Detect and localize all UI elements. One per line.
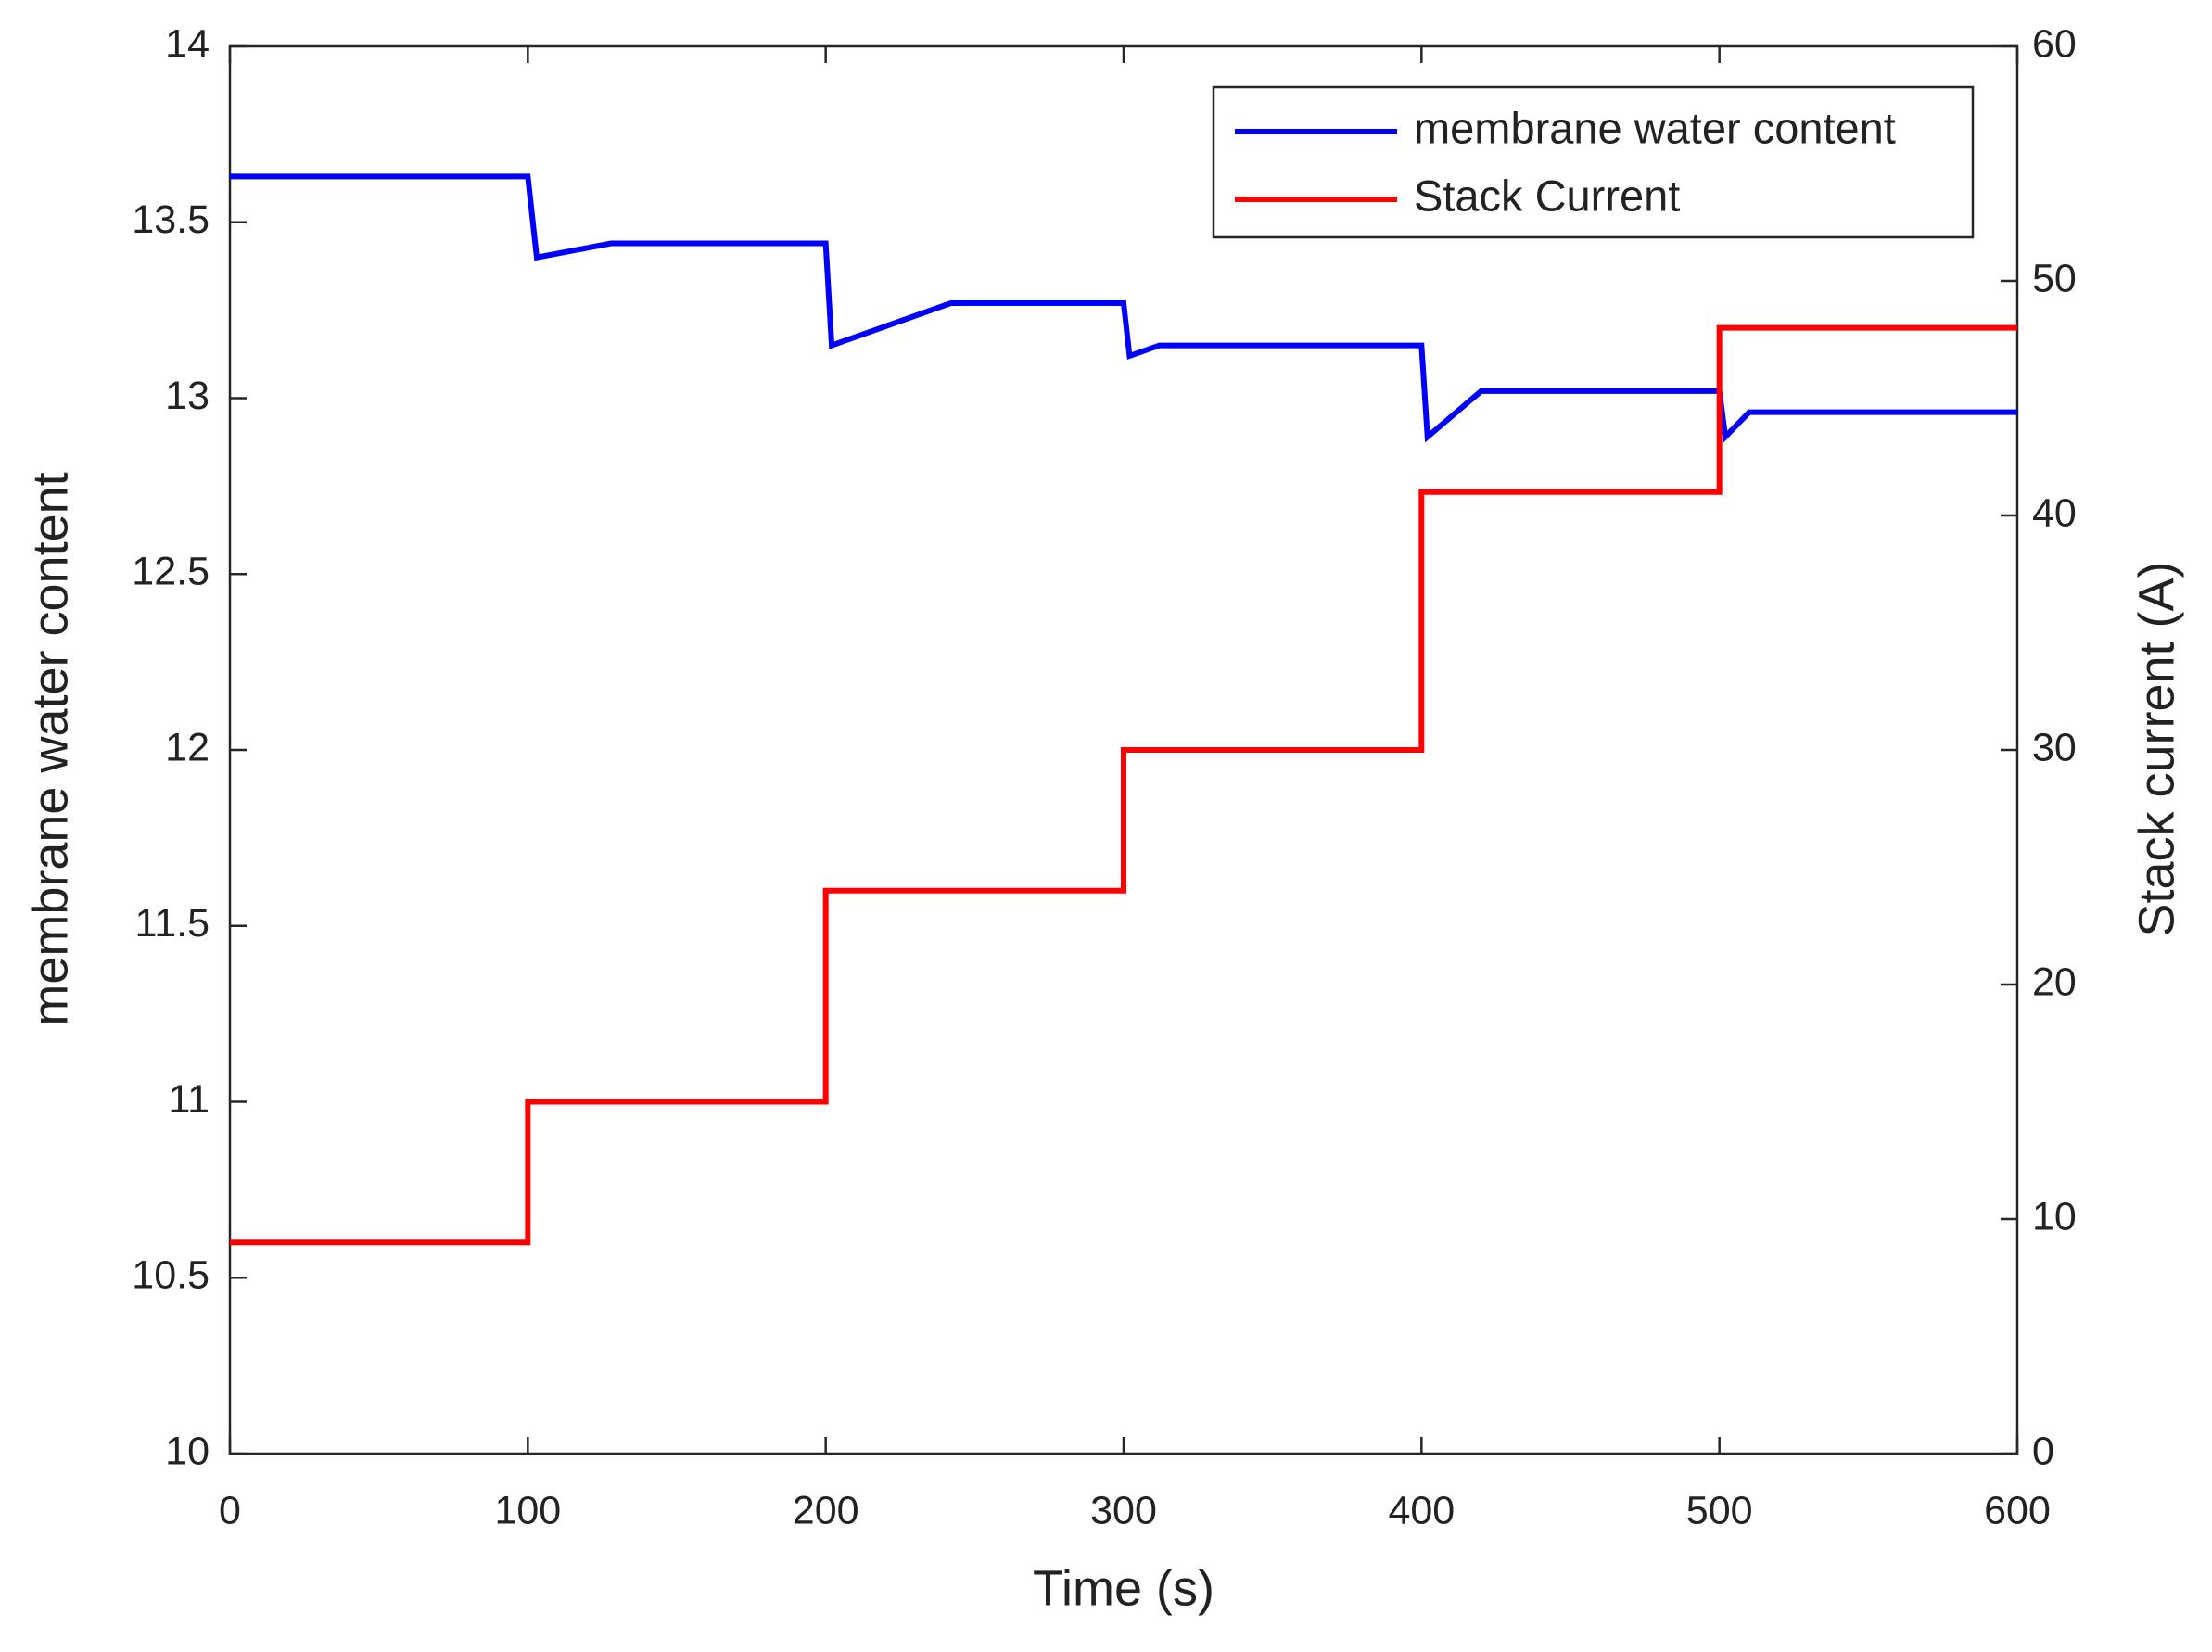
legend-label: membrane water content: [1414, 103, 1896, 152]
y2-tick-label: 60: [2032, 21, 2077, 66]
y2-tick-label: 50: [2032, 256, 2077, 300]
y-tick-label: 11: [168, 1077, 210, 1122]
y2-tick-label: 30: [2032, 725, 2077, 769]
y-tick-label: 13.5: [132, 197, 210, 242]
x-tick-label: 200: [793, 1488, 859, 1532]
x-tick-label: 500: [1686, 1488, 1753, 1532]
y-tick-label: 14: [165, 21, 210, 66]
y-tick-label: 10.5: [132, 1253, 210, 1298]
x-tick-label: 0: [219, 1488, 241, 1532]
series-line: [230, 324, 2017, 1246]
y-tick-label: 12: [165, 725, 210, 769]
y2-axis-title: Stack current (A): [2129, 561, 2184, 936]
y2-tick-label: 40: [2032, 490, 2077, 535]
x-axis-title: Time (s): [1033, 1560, 1214, 1616]
legend-box: [1212, 85, 1975, 239]
y-tick-label: 13: [165, 374, 210, 418]
legend-label: Stack Current: [1414, 171, 1680, 220]
y-tick-label: 10: [165, 1429, 210, 1473]
y2-tick-label: 10: [2032, 1194, 2077, 1239]
x-tick-label: 100: [494, 1488, 561, 1532]
y2-tick-label: 0: [2032, 1429, 2054, 1473]
y-tick-label: 12.5: [132, 550, 210, 594]
y2-tick-label: 20: [2032, 959, 2077, 1004]
y-axis-title: membrane water content: [22, 472, 78, 1025]
x-tick-label: 300: [1090, 1488, 1157, 1532]
y-tick-label: 11.5: [135, 901, 210, 946]
x-tick-label: 400: [1388, 1488, 1455, 1532]
x-tick-label: 600: [1984, 1488, 2051, 1532]
